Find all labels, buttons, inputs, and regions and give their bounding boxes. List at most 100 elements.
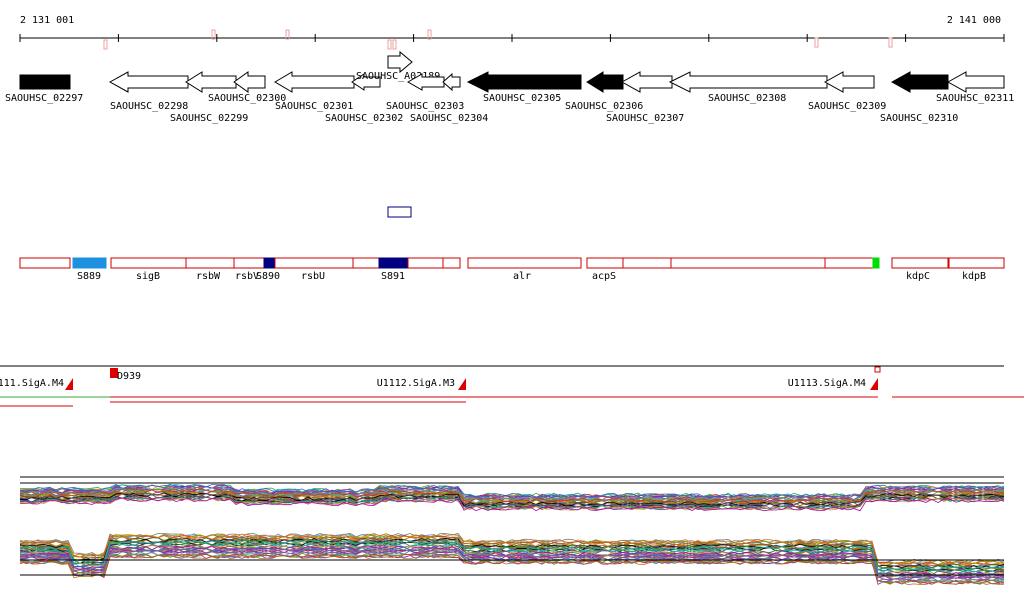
feature-acpS[interactable]: acpS	[586, 257, 624, 282]
expression-profile-line	[19, 534, 1004, 566]
promoter-small-box	[874, 366, 881, 373]
gene-SAOUHSC_02302[interactable]: SAOUHSC_02302	[325, 73, 403, 124]
gene-arrow[interactable]	[185, 71, 237, 93]
gene-label: SAOUHSC_A02189	[356, 71, 440, 82]
gene-label: SAOUHSC_02308	[708, 93, 786, 104]
gene-SAOUHSC_02311[interactable]: SAOUHSC_02311	[936, 71, 1014, 104]
expression-track-lower	[19, 532, 1005, 586]
promoter-U1111[interactable]: U1111.SigA.M4	[0, 378, 73, 390]
gene-arrow[interactable]	[620, 71, 673, 93]
feature-green-marker[interactable]	[872, 257, 880, 269]
gene-arrow[interactable]	[466, 71, 582, 93]
feature-label: rsbV	[235, 271, 259, 282]
expression-profile-line	[19, 537, 1005, 569]
feature-rsbU[interactable]: rsbU	[274, 257, 354, 282]
gene-label: SAOUHSC_02302	[325, 113, 403, 124]
gene-SAOUHSC_02305[interactable]: SAOUHSC_02305	[466, 71, 582, 104]
promoter-marker[interactable]	[65, 378, 73, 390]
feature-label: sigB	[136, 271, 160, 282]
expression-profile-line	[19, 554, 1005, 585]
feature-box[interactable]	[586, 257, 624, 269]
gene-arrow[interactable]	[108, 71, 189, 93]
gene-arrow[interactable]	[946, 71, 1005, 93]
gene-SAOUHSC_02309[interactable]: SAOUHSC_02309	[808, 71, 886, 112]
gene-arrow[interactable]	[351, 73, 381, 91]
feature-label: rsbU	[301, 271, 325, 282]
feature-box-empty[interactable]	[622, 257, 672, 269]
feature-label: kdpB	[962, 271, 986, 282]
gene-arrow[interactable]	[890, 71, 949, 93]
gene-SAOUHSC_02297[interactable]: SAOUHSC_02297	[5, 74, 83, 104]
promoter-label: U1112.SigA.M3	[377, 378, 455, 389]
feature-box[interactable]	[185, 257, 235, 269]
feature-box-empty[interactable]	[19, 257, 71, 269]
gene-arrow[interactable]	[668, 71, 828, 93]
feature-box[interactable]	[378, 257, 409, 269]
ruler-pink-mark	[211, 29, 216, 40]
feature-box[interactable]	[263, 257, 276, 269]
feature-box[interactable]	[274, 257, 354, 269]
feature-box[interactable]	[891, 257, 949, 269]
gene-SAOUHSC_A02189[interactable]: SAOUHSC_A02189	[356, 50, 440, 82]
gene-SAOUHSC_02300[interactable]: SAOUHSC_02300	[208, 71, 286, 104]
ruler-ticks	[19, 34, 1005, 42]
gene-arrow[interactable]	[823, 71, 875, 93]
gene-label: SAOUHSC_02306	[565, 101, 643, 112]
expression-profile-line	[19, 492, 1005, 507]
expression-profile-line	[19, 497, 1005, 512]
feature-kdpB[interactable]: kdpB	[948, 257, 1005, 282]
feature-S891[interactable]: S891	[378, 257, 409, 282]
promoter-U1112[interactable]: U1112.SigA.M3	[377, 378, 466, 390]
ruler-pink-mark	[285, 29, 290, 40]
gene-arrow[interactable]	[387, 50, 413, 74]
expression-profile-line	[19, 496, 1005, 510]
feature-box[interactable]	[110, 257, 187, 269]
feature-label: acpS	[592, 271, 616, 282]
feature-box-empty[interactable]	[442, 257, 461, 269]
gene-arrow[interactable]	[442, 72, 461, 92]
promoter-D939[interactable]: D939	[110, 368, 141, 382]
ruler-pink-marks	[103, 29, 893, 50]
gene-label: SAOUHSC_02311	[936, 93, 1014, 104]
feature-label: S889	[77, 271, 101, 282]
ruler-pink-mark	[392, 39, 397, 50]
feature-kdpC[interactable]: kdpC	[891, 257, 949, 282]
feature-box-empty[interactable]	[824, 257, 874, 269]
promoter-label: U1111.SigA.M4	[0, 378, 64, 389]
ruler-end-label: 2 141 000	[947, 15, 1001, 26]
gene-track: SAOUHSC_02297 SAOUHSC_02298 SAOUHSC_0229…	[5, 50, 1014, 124]
gene-arrow[interactable]	[233, 71, 266, 93]
feature-box-empty[interactable]	[352, 257, 380, 269]
feature-S889[interactable]: S889	[72, 257, 107, 282]
promoter-marker[interactable]	[110, 368, 118, 378]
gene-label: SAOUHSC_02301	[275, 101, 353, 112]
feature-box[interactable]	[72, 257, 107, 269]
gene-arrow[interactable]	[274, 71, 355, 93]
gene-SAOUHSC_02308[interactable]: SAOUHSC_02308	[668, 71, 828, 104]
gene-arrow[interactable]	[586, 71, 624, 93]
small-feature-box[interactable]	[387, 206, 412, 218]
promoter-marker[interactable]	[870, 378, 878, 390]
feature-label: rsbW	[196, 271, 221, 282]
promoter-marker[interactable]	[458, 378, 466, 390]
gene-SAOUHSC_02304[interactable]: SAOUHSC_02304	[410, 72, 488, 124]
gene-SAOUHSC_02301[interactable]: SAOUHSC_02301	[274, 71, 355, 112]
feature-rsbW[interactable]: rsbW	[185, 257, 235, 282]
gene-SAOUHSC_02298[interactable]: SAOUHSC_02298	[108, 71, 189, 112]
expression-profile-line	[19, 550, 1005, 582]
feature-label: alr	[513, 271, 531, 282]
feature-label: S890	[256, 271, 280, 282]
ruler-pink-mark	[814, 37, 819, 48]
expression-track-upper	[19, 483, 1005, 512]
feature-box[interactable]	[948, 257, 1005, 269]
promoter-U1113[interactable]: U1113.SigA.M4	[788, 366, 881, 390]
expression-profile-line	[19, 488, 1005, 503]
feature-box-empty[interactable]	[407, 257, 444, 269]
feature-box-empty[interactable]	[670, 257, 826, 269]
feature-box[interactable]	[467, 257, 582, 269]
feature-alr[interactable]: alr	[467, 257, 582, 282]
feature-sigB[interactable]: sigB	[110, 257, 187, 282]
gene-arrow[interactable]	[19, 74, 71, 90]
gene-label: SAOUHSC_02297	[5, 93, 83, 104]
feature-box[interactable]	[233, 257, 265, 269]
